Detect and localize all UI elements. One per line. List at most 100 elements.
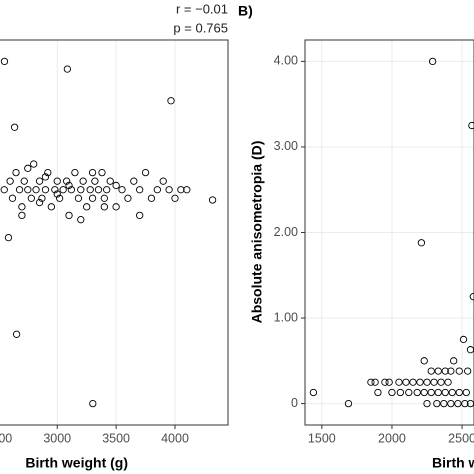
point — [18, 203, 26, 211]
point — [450, 357, 458, 365]
x-axis-label: Birth weight (g) — [25, 455, 128, 471]
point — [177, 186, 185, 194]
point — [30, 160, 38, 168]
point — [468, 121, 474, 130]
point — [35, 198, 44, 207]
y-axis-label: Absolute anisometropia (D) — [249, 141, 265, 324]
point — [385, 378, 393, 386]
point — [47, 203, 56, 211]
x-tick-label: 3000 — [43, 431, 71, 445]
point — [444, 378, 452, 386]
point — [71, 168, 79, 177]
point — [24, 186, 32, 194]
point — [118, 186, 126, 194]
point — [27, 194, 35, 202]
point — [183, 186, 191, 194]
point — [112, 181, 120, 190]
point — [67, 186, 76, 194]
point — [20, 177, 28, 185]
point — [124, 194, 132, 202]
point — [86, 186, 94, 194]
point — [88, 194, 97, 202]
point — [59, 186, 67, 194]
point — [427, 367, 435, 375]
point — [24, 164, 32, 172]
point — [423, 378, 431, 386]
point — [77, 186, 85, 194]
point — [455, 388, 463, 397]
point — [420, 388, 428, 397]
x-tick-label: 4000 — [161, 431, 189, 445]
point — [165, 186, 173, 194]
point — [63, 177, 71, 185]
point — [15, 186, 24, 194]
point — [79, 177, 87, 185]
point — [112, 203, 120, 211]
point — [53, 190, 61, 198]
point — [167, 97, 175, 105]
x-axis-label: Birth weight (g) — [432, 455, 474, 471]
point — [434, 388, 442, 397]
panel-label: B) — [238, 3, 253, 19]
point — [77, 216, 85, 224]
x-tick-label: 2500 — [448, 431, 474, 445]
point — [55, 194, 64, 202]
panel-background — [0, 40, 228, 425]
panel-border — [0, 39, 229, 426]
point — [441, 367, 449, 375]
point — [413, 388, 421, 397]
y-tick-label: 3.00 — [274, 139, 298, 153]
point — [18, 211, 26, 220]
point — [464, 367, 472, 375]
point — [0, 57, 9, 66]
point — [416, 378, 424, 386]
point — [65, 181, 73, 190]
point — [63, 65, 72, 73]
point — [136, 211, 144, 220]
y-tick-label: 1.00 — [274, 310, 298, 324]
point — [461, 399, 469, 408]
point — [0, 186, 8, 194]
point — [395, 378, 403, 386]
y-tick-label: 4.00 — [274, 54, 298, 68]
point — [441, 388, 449, 397]
point — [420, 357, 428, 365]
point — [136, 186, 144, 194]
point — [106, 177, 114, 185]
point — [344, 399, 353, 408]
x-tick-label: 1500 — [308, 431, 336, 445]
point — [153, 186, 161, 194]
point — [405, 388, 413, 397]
point — [423, 399, 431, 408]
annotation: r = −0.01 — [176, 1, 228, 16]
point — [65, 211, 73, 220]
point — [440, 399, 448, 408]
point — [388, 388, 396, 397]
point — [83, 203, 91, 211]
point — [448, 388, 456, 397]
point — [12, 168, 20, 177]
point — [12, 330, 21, 338]
y-tick-label: 0 — [291, 396, 298, 410]
point — [374, 388, 382, 397]
point — [4, 233, 13, 242]
point — [35, 177, 44, 185]
point — [433, 399, 441, 408]
point — [147, 194, 156, 202]
point — [38, 194, 46, 202]
point — [469, 293, 474, 301]
point — [130, 177, 138, 185]
point — [371, 378, 379, 386]
point — [51, 186, 59, 194]
point — [88, 168, 97, 177]
panel-border — [304, 39, 474, 426]
point — [430, 378, 438, 386]
x-tick-label: 3500 — [102, 431, 130, 445]
point — [447, 367, 455, 375]
point — [100, 194, 108, 202]
point — [437, 378, 445, 386]
point — [98, 168, 106, 177]
point — [309, 388, 318, 397]
point — [462, 388, 470, 397]
point — [53, 177, 61, 185]
